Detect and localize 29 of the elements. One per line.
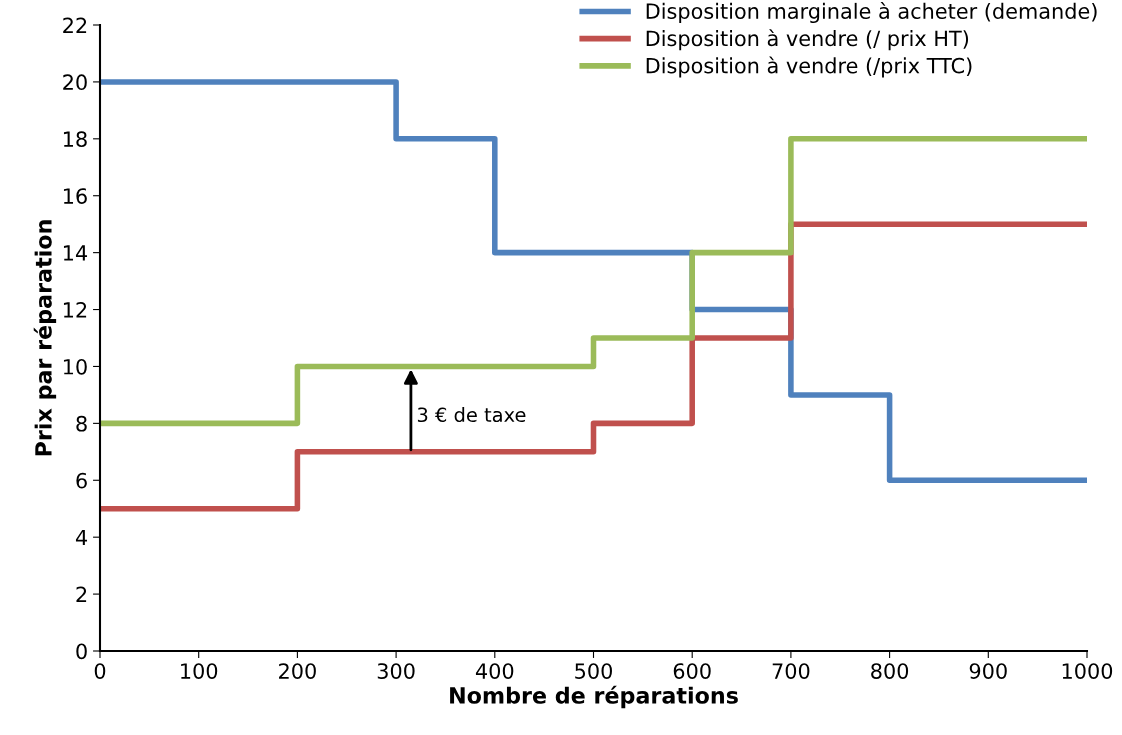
- x-tick-label: 100: [181, 663, 218, 679]
- y-tick-label: 10: [63, 358, 87, 375]
- x-tick-label: 0: [94, 663, 106, 679]
- y-tick-label: 12: [63, 302, 87, 318]
- y-tick-label: 2: [76, 586, 87, 603]
- y-tick-label: 0: [76, 643, 87, 660]
- x-axis-title: Nombre de réparations: [450, 685, 738, 709]
- y-tick-label: 4: [75, 529, 88, 546]
- legend-label: Disposition à vendre (/prix TTC): [646, 56, 972, 78]
- y-tick-label: 16: [63, 188, 87, 204]
- y-tick-label: 14: [63, 245, 88, 261]
- y-tick-label: 18: [63, 131, 87, 148]
- y-tick-label: 6: [76, 472, 87, 489]
- x-tick-label: 500: [575, 663, 612, 679]
- y-axis-title: Prix par réparation: [33, 220, 57, 456]
- x-tick-label: 300: [377, 663, 415, 679]
- x-tick-label: 700: [772, 663, 810, 679]
- y-tick-label: 22: [63, 17, 87, 33]
- y-tick-label: 20: [63, 74, 87, 91]
- legend-label: Disposition à vendre (/ prix HT): [646, 29, 969, 51]
- x-tick-label: 600: [673, 663, 711, 679]
- x-tick-label: 800: [871, 663, 909, 679]
- x-tick-label: 400: [475, 663, 514, 679]
- legend-label: Disposition marginale à acheter (demande): [646, 2, 1097, 24]
- annotation: 3 € de taxe: [417, 407, 526, 423]
- x-tick-label: 1000: [1062, 663, 1113, 679]
- x-tick-label: 900: [969, 663, 1007, 679]
- x-tick-label: 200: [279, 663, 316, 679]
- y-tick-label: 8: [76, 415, 87, 432]
